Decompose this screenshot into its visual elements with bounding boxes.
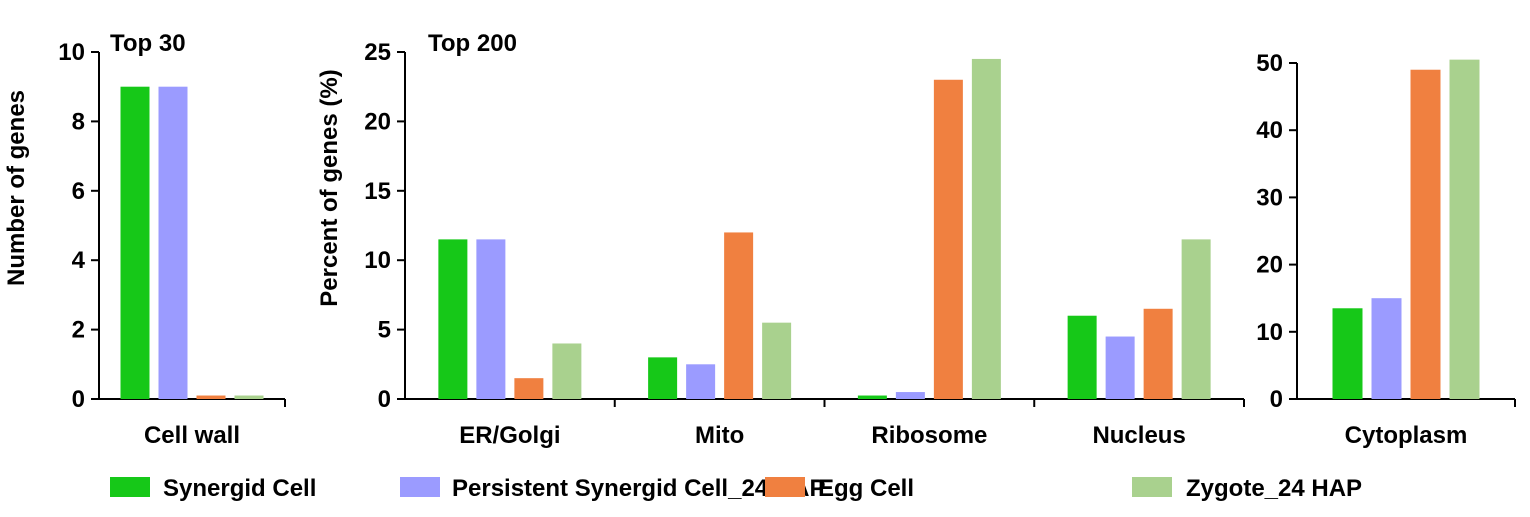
y-tick-label: 4 — [72, 247, 86, 274]
bar-ribosome-synergid-cell — [857, 395, 887, 399]
y-tick-label: 30 — [1256, 184, 1283, 211]
legend-swatch-egg-cell — [765, 477, 805, 497]
legend-swatch-persistent-synergid-cell-24-hap — [400, 477, 440, 497]
bar-cell-wall-zygote-24-hap — [234, 395, 264, 399]
legend-label-persistent-synergid-cell-24-hap: Persistent Synergid Cell_24 HAP — [452, 475, 825, 502]
bar-cytoplasm-zygote-24-hap — [1449, 59, 1480, 399]
bar-nucleus-egg-cell — [1143, 308, 1173, 399]
y-tick-label: 15 — [364, 178, 391, 205]
chart-title: Top 30 — [110, 30, 186, 57]
y-axis-label: Percent of genes (%) — [316, 69, 343, 306]
y-tick-label: 10 — [1256, 319, 1283, 346]
x-tick-label-ribosome: Ribosome — [871, 422, 987, 449]
y-axis-label: Number of genes — [3, 90, 30, 286]
chart-panel-top-30: 0 2 4 6 8 10 Cell wall Top 30 Number of genes — [3, 30, 286, 449]
y-tick-label: 10 — [58, 39, 85, 66]
bar-nucleus-persistent-synergid-cell-24-hap — [1105, 336, 1135, 399]
bar-er-golgi-persistent-synergid-cell-24-hap — [476, 239, 506, 399]
x-tick-label-cytoplasm: Cytoplasm — [1345, 422, 1468, 449]
y-tick-label: 40 — [1256, 117, 1283, 144]
legend-swatch-synergid-cell — [110, 477, 150, 497]
y-tick-label: 2 — [72, 317, 85, 344]
chart-panel-cytoplasm: 0 10 20 30 40 50 Cytoplasm — [1256, 50, 1516, 449]
y-tick-label: 0 — [1270, 386, 1283, 413]
bar-er-golgi-synergid-cell — [438, 239, 468, 399]
y-tick-label: 0 — [72, 386, 85, 413]
x-tick-label-er-golgi: ER/Golgi — [459, 422, 560, 449]
bar-nucleus-zygote-24-hap — [1181, 239, 1211, 399]
bar-cell-wall-egg-cell — [196, 395, 226, 399]
chart-title: Top 200 — [428, 30, 517, 57]
x-tick-label-nucleus: Nucleus — [1092, 422, 1185, 449]
bar-cytoplasm-persistent-synergid-cell-24-hap — [1371, 298, 1402, 399]
bar-ribosome-egg-cell — [933, 79, 963, 399]
bar-cell-wall-synergid-cell — [120, 86, 150, 399]
bar-er-golgi-egg-cell — [514, 378, 544, 399]
bar-cytoplasm-synergid-cell — [1332, 308, 1363, 399]
bar-nucleus-synergid-cell — [1067, 315, 1097, 399]
bar-mito-zygote-24-hap — [762, 322, 792, 399]
bar-ribosome-persistent-synergid-cell-24-hap — [895, 392, 925, 399]
y-tick-label: 50 — [1256, 50, 1283, 77]
y-tick-label: 20 — [1256, 252, 1283, 279]
y-tick-label: 10 — [364, 247, 391, 274]
chart-panel-top-200: 0 5 10 15 20 25 ER/Golgi Mito Ribosome Nucleus Top… — [316, 30, 1245, 449]
bar-ribosome-zygote-24-hap — [971, 58, 1001, 399]
legend-label-zygote-24-hap: Zygote_24 HAP — [1186, 475, 1362, 502]
x-tick-label-cell-wall: Cell wall — [144, 422, 240, 449]
legend-label-egg-cell: Egg Cell — [818, 475, 914, 502]
y-tick-label: 6 — [72, 178, 85, 205]
bar-mito-synergid-cell — [648, 357, 678, 399]
legend: Synergid Cell Persistent Synergid Cell_24… — [110, 475, 1362, 502]
legend-swatch-zygote-24-hap — [1132, 477, 1172, 497]
bar-er-golgi-zygote-24-hap — [552, 343, 582, 399]
y-tick-label: 20 — [364, 108, 391, 135]
bar-mito-persistent-synergid-cell-24-hap — [686, 364, 716, 399]
bar-cytoplasm-egg-cell — [1410, 69, 1441, 399]
y-tick-label: 25 — [364, 39, 391, 66]
y-tick-label: 5 — [378, 317, 391, 344]
legend-label-synergid-cell: Synergid Cell — [163, 475, 316, 502]
bar-cell-wall-persistent-synergid-cell-24-hap — [158, 86, 188, 399]
x-tick-label-mito: Mito — [695, 422, 744, 449]
y-tick-label: 0 — [378, 386, 391, 413]
bar-mito-egg-cell — [724, 232, 754, 399]
y-tick-label: 8 — [72, 108, 85, 135]
